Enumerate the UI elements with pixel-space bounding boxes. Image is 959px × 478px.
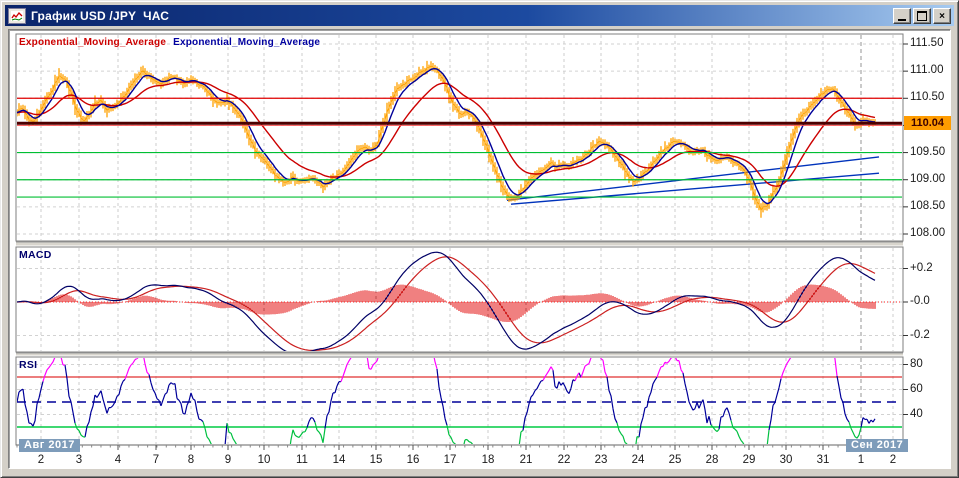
- day-axis-label: 9: [224, 454, 232, 466]
- legend-ema-red: Exponential_Moving_Average: [19, 37, 167, 48]
- macd-axis-label: -0.2: [910, 328, 930, 341]
- price-axis-label: 110.50: [910, 91, 945, 104]
- close-button[interactable]: ×: [933, 7, 951, 24]
- rsi-panel-label: RSI: [19, 359, 38, 371]
- day-axis-label: 14: [332, 454, 346, 466]
- day-axis-label: 15: [369, 454, 383, 466]
- maximize-icon: [917, 10, 927, 21]
- price-axis-label: 108.50: [910, 199, 946, 212]
- day-axis-label: 2: [889, 454, 897, 466]
- price-axis-label: 108.00: [910, 226, 946, 239]
- macd-axis-label: +0.2: [910, 261, 933, 274]
- current-price-badge: 110.04: [904, 116, 951, 130]
- macd-axis-label: -0.0: [910, 295, 930, 307]
- day-axis-label: 21: [519, 454, 533, 466]
- day-axis-label: 1: [857, 454, 865, 466]
- macd-panel-label: MACD: [19, 249, 52, 261]
- day-axis-label: 17: [443, 454, 457, 466]
- indicator-legend: Exponential_Moving_Average Exponential_M…: [19, 37, 320, 48]
- day-axis-label: 18: [481, 454, 495, 466]
- window-title: График USD /JPY ЧАС: [31, 8, 170, 23]
- day-axis-label: 8: [187, 454, 195, 466]
- rsi-axis-label: 80: [910, 357, 923, 370]
- day-axis-label: 11: [296, 454, 308, 466]
- day-axis-label: 25: [668, 454, 682, 466]
- legend-ema-blue: Exponential_Moving_Average: [173, 37, 321, 48]
- price-axis-label: 109.00: [910, 172, 946, 185]
- month-badge-august: Авг 2017: [19, 439, 80, 452]
- day-axis-label: 22: [557, 454, 571, 466]
- day-axis-label: 30: [779, 454, 793, 466]
- day-axis-label: 28: [705, 454, 719, 466]
- day-axis-label: 16: [406, 454, 420, 466]
- chart-icon: [8, 7, 26, 24]
- rsi-axis-label: 60: [910, 382, 923, 395]
- month-badge-september: Сен 2017: [846, 439, 909, 452]
- day-axis-label: 24: [631, 454, 645, 466]
- price-axis-label: 109.50: [910, 145, 946, 158]
- price-axis-label: 111.50: [910, 37, 944, 49]
- maximize-button[interactable]: [913, 7, 931, 24]
- day-axis-label: 29: [742, 454, 756, 466]
- day-axis-label: 4: [114, 454, 122, 466]
- day-axis-label: 7: [152, 454, 160, 466]
- rsi-axis-label: 40: [910, 407, 923, 420]
- minimize-icon: [898, 18, 906, 21]
- day-axis-label: 31: [816, 454, 830, 466]
- price-axis-label: 111.00: [910, 64, 944, 77]
- day-axis-label: 23: [594, 454, 608, 466]
- day-axis-label: 10: [257, 454, 271, 466]
- minimize-button[interactable]: [893, 7, 911, 24]
- day-axis-label: 3: [75, 454, 83, 466]
- chart-client-area[interactable]: [8, 29, 951, 469]
- day-axis-label: 2: [37, 454, 45, 466]
- close-icon: ×: [939, 10, 945, 22]
- title-bar[interactable]: График USD /JPY ЧАС ×: [5, 5, 954, 26]
